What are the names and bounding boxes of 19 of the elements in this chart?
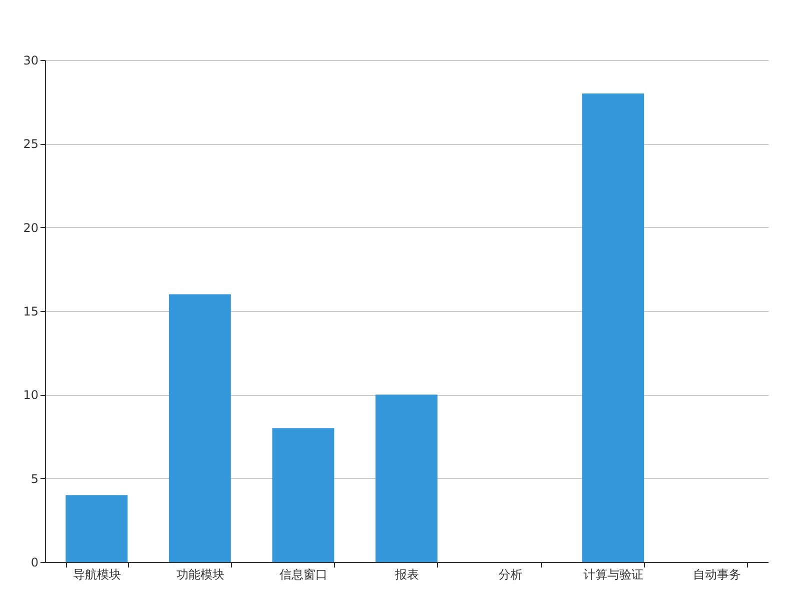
y-tick-label: 20 — [23, 220, 38, 235]
x-tick-label: 信息窗口 — [280, 568, 328, 582]
y-tick-label: 5 — [30, 472, 38, 486]
x-tick-label: 分析 — [498, 568, 522, 582]
bar — [66, 495, 128, 562]
x-tick-label: 自动事务 — [692, 568, 741, 582]
y-tick-label: 10 — [23, 388, 38, 402]
y-tick-label: 15 — [23, 304, 38, 318]
x-tick-label: 计算与验证 — [584, 568, 644, 582]
bar — [168, 294, 231, 562]
bar — [582, 93, 644, 562]
bar — [272, 428, 334, 562]
x-tick-label: 导航模块 — [73, 568, 122, 582]
y-tick-label: 25 — [23, 137, 38, 152]
y-tick-label: 0 — [30, 556, 38, 570]
y-tick-label: 30 — [23, 54, 38, 68]
x-tick-label: 报表 — [394, 568, 419, 582]
bar — [376, 394, 438, 562]
x-tick-label: 功能模块 — [176, 568, 224, 582]
